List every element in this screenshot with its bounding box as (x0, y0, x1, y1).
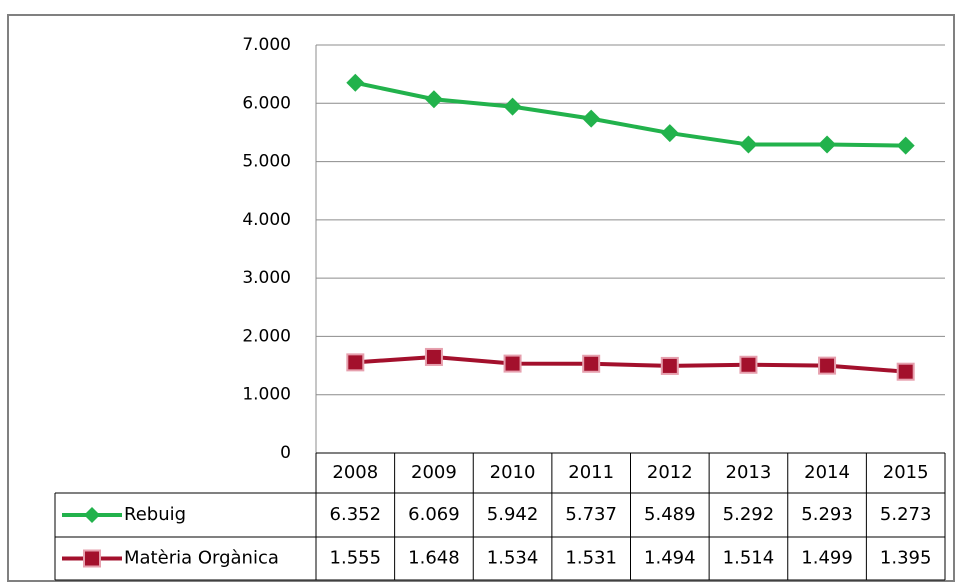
table-value: 1.499 (801, 548, 853, 569)
table-value: 5.292 (723, 504, 775, 525)
marker (346, 73, 365, 92)
table-value: 5.942 (487, 504, 539, 525)
table-value: 6.069 (408, 504, 460, 525)
table-value: 5.293 (801, 504, 853, 525)
x-tick-label: 2008 (332, 462, 378, 483)
table-value: 1.534 (487, 548, 539, 569)
marker (739, 355, 758, 374)
marker (739, 135, 758, 154)
y-tick-label: 6.000 (242, 93, 291, 113)
table-value: 1.531 (565, 548, 617, 569)
x-tick-label: 2011 (568, 462, 614, 483)
table-value: 6.352 (330, 504, 382, 525)
marker (346, 353, 365, 372)
x-tick-label: 2013 (726, 462, 772, 483)
marker (424, 90, 443, 109)
x-tick-label: 2014 (804, 462, 850, 483)
marker (503, 354, 522, 373)
table-value: 1.494 (644, 548, 696, 569)
table-value: 5.737 (565, 504, 617, 525)
y-tick-label: 5.000 (242, 152, 291, 172)
table-value: 1.648 (408, 548, 460, 569)
marker (660, 124, 679, 143)
marker (582, 109, 601, 128)
table-value: 5.273 (880, 504, 932, 525)
y-tick-label: 3.000 (242, 268, 291, 288)
table-value: 1.555 (330, 548, 382, 569)
y-tick-label: 4.000 (242, 210, 291, 230)
table-value: 1.514 (723, 548, 775, 569)
series-line (354, 80, 906, 148)
marker (896, 362, 915, 381)
chart-frame (7, 14, 955, 582)
table-value: 1.395 (880, 548, 932, 569)
marker (503, 97, 522, 116)
marker (660, 356, 679, 375)
marker (582, 354, 601, 373)
legend-label: Rebuig (124, 504, 186, 525)
series-line (355, 354, 906, 374)
x-tick-label: 2009 (411, 462, 457, 483)
legend-marker (83, 549, 101, 568)
marker (818, 356, 837, 375)
legend-marker (84, 507, 100, 523)
x-tick-label: 2015 (883, 462, 929, 483)
y-tick-label: 1.000 (242, 385, 291, 405)
x-tick-label: 2010 (490, 462, 536, 483)
table-value: 5.489 (644, 504, 696, 525)
y-tick-label: 2.000 (242, 326, 291, 346)
x-tick-label: 2012 (647, 462, 693, 483)
marker (424, 347, 443, 366)
legend-label: Matèria Orgànica (124, 548, 279, 569)
y-tick-label: 7.000 (242, 35, 291, 55)
marker (896, 136, 915, 155)
marker (818, 135, 837, 154)
y-tick-label: 0 (280, 443, 291, 463)
